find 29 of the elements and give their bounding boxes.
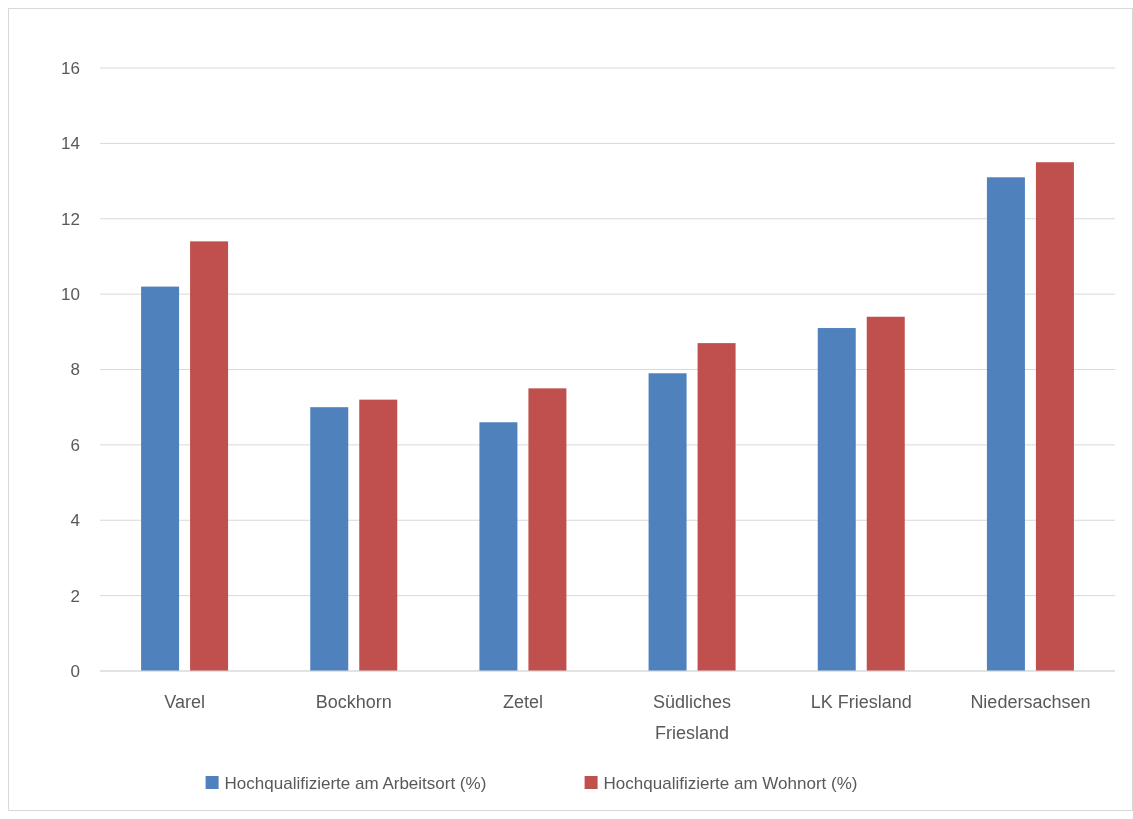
y-tick-label: 16 [61, 58, 80, 78]
bar [310, 407, 349, 671]
bar [1035, 162, 1074, 671]
x-tick-label: Südliches Friesland [653, 692, 732, 743]
bar [817, 328, 856, 671]
x-tick-label: Niedersachsen [970, 692, 1091, 712]
legend-label: Hochqualifizierte am Wohnort (%) [603, 773, 858, 793]
x-tick-label: Bockhorn [315, 692, 392, 712]
y-tick-label: 6 [70, 435, 80, 455]
x-tick-label: LK Friesland [810, 692, 912, 712]
bar [359, 399, 398, 671]
bar [648, 373, 687, 671]
bar [141, 286, 180, 671]
x-tick-label: Zetel [502, 692, 543, 712]
y-tick-label: 2 [70, 586, 80, 606]
bar [866, 316, 905, 671]
bar [528, 388, 567, 671]
y-tick-label: 10 [61, 285, 80, 305]
x-tick-label: Varel [164, 692, 205, 712]
y-tick-label: 0 [70, 661, 80, 681]
y-tick-label: 14 [61, 134, 80, 154]
legend-label: Hochqualifizierte am Arbeitsort (%) [224, 773, 487, 793]
bar [190, 241, 229, 671]
y-tick-label: 8 [70, 360, 80, 380]
bar [479, 422, 518, 671]
bar [697, 343, 736, 671]
y-tick-label: 4 [70, 511, 80, 531]
bar [986, 177, 1025, 671]
y-tick-label: 12 [61, 209, 80, 229]
